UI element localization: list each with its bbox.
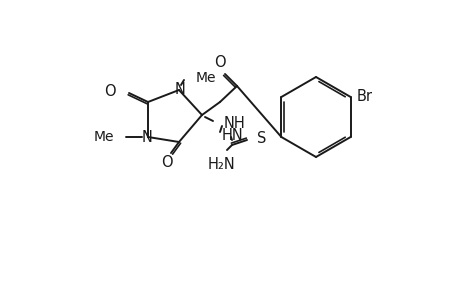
Text: N: N bbox=[174, 82, 185, 97]
Text: Me: Me bbox=[93, 130, 114, 144]
Text: H₂N: H₂N bbox=[207, 157, 235, 172]
Text: Br: Br bbox=[356, 88, 372, 104]
Text: O: O bbox=[161, 154, 173, 169]
Text: N: N bbox=[141, 130, 152, 145]
Text: O: O bbox=[104, 83, 116, 98]
Text: Me: Me bbox=[196, 71, 216, 85]
Text: NH: NH bbox=[224, 116, 245, 130]
Text: O: O bbox=[214, 55, 225, 70]
Text: S: S bbox=[257, 130, 266, 146]
Text: HN: HN bbox=[222, 128, 243, 142]
